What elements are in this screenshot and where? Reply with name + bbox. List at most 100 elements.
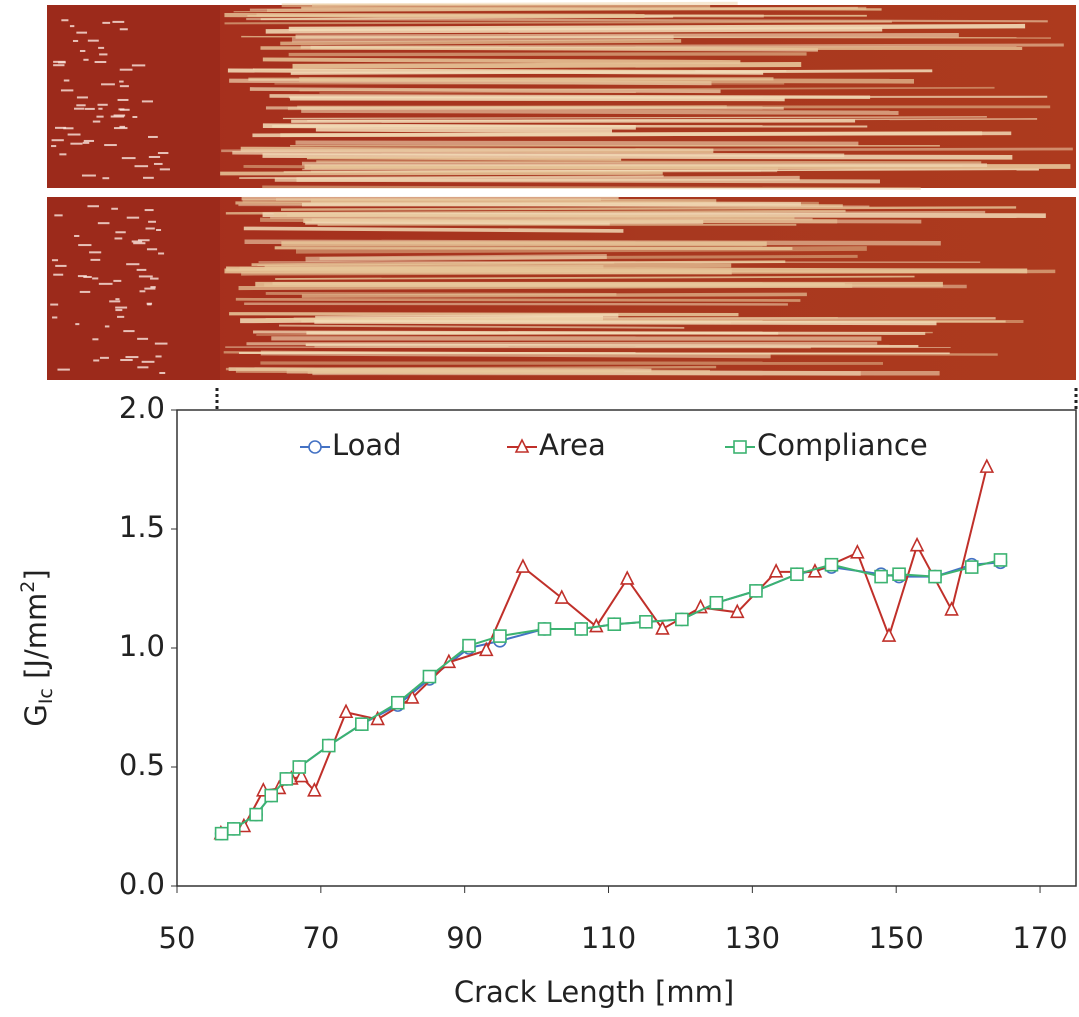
glare-speck [54, 214, 63, 217]
marker [227, 822, 241, 836]
fiber-streak [244, 302, 788, 306]
glare-speck [131, 240, 143, 243]
fiber-streak [239, 175, 664, 180]
glare-speck [52, 316, 58, 319]
fiber-streak [288, 23, 1026, 32]
glare-speck [102, 21, 111, 24]
marker [749, 584, 763, 598]
glare-speck [119, 125, 126, 128]
glare-speck [104, 144, 117, 147]
glare-speck [89, 251, 102, 254]
fiber-streak [265, 26, 883, 34]
glare-speck [75, 323, 80, 326]
marker [355, 717, 369, 731]
glare-speck [55, 126, 67, 129]
marker [928, 569, 942, 584]
marker [307, 782, 322, 797]
glare-speck [92, 120, 101, 123]
fiber-streak [262, 153, 1013, 160]
glare-speck [141, 360, 155, 363]
fiber-streak [316, 160, 982, 164]
glare-speck [97, 103, 108, 106]
glare-speck [157, 152, 169, 155]
marker [574, 622, 588, 636]
glare-speck [87, 205, 99, 208]
fiber-streak [319, 91, 636, 94]
glare-speck [63, 79, 70, 82]
fiber-streak [281, 206, 1017, 211]
glare-speck [92, 338, 99, 341]
glare-speck [53, 273, 64, 276]
glare-speck [144, 287, 156, 290]
marker [944, 601, 959, 616]
fiber-streak [315, 313, 619, 321]
glare-speck [74, 234, 80, 237]
marker [338, 703, 354, 719]
glare-speck [125, 356, 139, 359]
glare-speck [132, 115, 138, 118]
x-tick-label: 90 [446, 921, 483, 955]
fiber-streak [227, 68, 764, 75]
glare-speck [104, 325, 110, 328]
glare-speck [121, 157, 136, 160]
glare-speck [113, 279, 122, 282]
fiber-streak [257, 262, 615, 267]
glare-speck [115, 231, 126, 234]
glare-speck [53, 60, 66, 63]
glare-speck [101, 83, 115, 86]
fiber-streak [292, 62, 802, 69]
glare-speck [74, 107, 85, 110]
y-label-sub: Ic [35, 688, 57, 704]
marker [493, 629, 507, 643]
glare-speck [84, 107, 95, 110]
glare-speck [118, 108, 125, 111]
glare-speck [50, 303, 59, 306]
glare-speck [102, 177, 110, 180]
glare-speck [98, 107, 103, 110]
glare-speck [113, 127, 128, 130]
marker [370, 710, 385, 726]
marker [607, 617, 622, 632]
marker [655, 620, 670, 635]
y-tick-label: 0.5 [119, 748, 165, 782]
marker [404, 689, 420, 704]
x-tick-label: 110 [581, 921, 636, 955]
fiber-streak [280, 39, 682, 46]
marker [554, 589, 570, 604]
marker [390, 695, 405, 710]
x-tick-label: 50 [159, 921, 196, 955]
fiber-streak [266, 6, 867, 12]
marker [279, 772, 294, 786]
glare-speck [141, 100, 153, 103]
glare-speck [119, 108, 130, 111]
marker [422, 669, 437, 684]
marker [321, 738, 336, 753]
fiber-streak [224, 20, 892, 25]
legend-label: Area [539, 428, 606, 462]
glare-speck [51, 145, 57, 148]
glare-speck [159, 168, 170, 171]
glare-speck [146, 248, 158, 251]
marker [733, 440, 747, 454]
glare-speck [115, 306, 128, 309]
glare-speck [148, 135, 158, 138]
glare-speck [117, 315, 125, 318]
glare-speck [99, 356, 109, 359]
y-label-main: G [19, 704, 53, 726]
fiber-streak [226, 266, 1028, 274]
glare-speck [59, 153, 67, 156]
glare-speck [119, 68, 133, 71]
glare-speck [112, 20, 125, 23]
photo-top-insert [47, 5, 220, 188]
glare-speck [133, 242, 146, 245]
glare-speck [115, 309, 123, 312]
fiber-streak [275, 275, 915, 280]
marker [308, 440, 322, 454]
glare-speck [123, 330, 135, 333]
glare-speck [115, 298, 120, 301]
plot-frame [176, 409, 1077, 887]
marker [892, 567, 906, 582]
fiber-streak [265, 291, 617, 296]
fiber-streak [305, 254, 607, 262]
